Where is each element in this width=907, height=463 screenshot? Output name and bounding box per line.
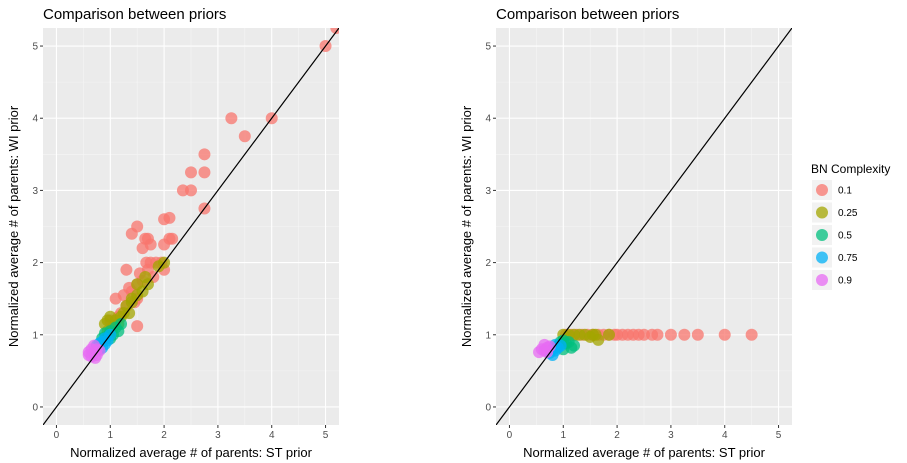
- right-scatter-panel: 0 1 2 3 4 5 0 1 2 3 4 5 Comparison between priors Nor…: [459, 6, 792, 460]
- y-tick-label: 3: [32, 186, 38, 197]
- y-tick-label: 2: [485, 258, 491, 269]
- x-tick-label: 0: [54, 430, 60, 441]
- x-axis-title: Normalized average # of parents: ST prio…: [523, 445, 765, 460]
- point-series-0-1: [120, 263, 133, 276]
- y-tick-label: 0: [32, 402, 38, 413]
- reference-line: [43, 28, 339, 425]
- x-tick-label: 3: [668, 430, 674, 441]
- x-tick-label: 5: [323, 430, 329, 441]
- legend-label-0-25: 0.25: [838, 208, 858, 219]
- legend-label-0-5: 0.5: [838, 231, 852, 242]
- point-series-0-25: [589, 328, 602, 341]
- y-tick-label: 0: [485, 402, 491, 413]
- x-axis-title: Normalized average # of parents: ST prio…: [70, 445, 312, 460]
- point-series-0-1: [166, 232, 179, 245]
- legend-label-0-75: 0.75: [838, 253, 858, 264]
- point-series-0-1: [125, 227, 138, 240]
- legend-key-0-9: [816, 274, 828, 286]
- point-series-0-1: [238, 130, 251, 143]
- y-tick-label: 4: [485, 114, 491, 125]
- legend-key-0-75: [816, 251, 828, 264]
- y-tick-label: 4: [32, 114, 38, 125]
- y-tick-label: 3: [485, 186, 491, 197]
- x-tick-label: 4: [269, 430, 275, 441]
- legend-key-0-1: [816, 184, 828, 196]
- y-tick-label: 5: [485, 42, 491, 53]
- left-scatter-panel: 0 1 2 3 4 5 0 1 2 3 4 5 Comparison between priors Nor…: [6, 6, 339, 460]
- y-tick-label: 2: [32, 258, 38, 269]
- legend-label-0-9: 0.9: [838, 276, 852, 287]
- point-series-0-1: [691, 328, 704, 341]
- point-series-0-1: [131, 320, 144, 333]
- x-tick-label: 3: [215, 430, 221, 441]
- x-tick-label: 2: [614, 430, 620, 441]
- y-tick-label: 1: [485, 330, 491, 341]
- y-axis-title: Normalized average # of parents: WI prio…: [459, 105, 474, 347]
- data-points: [496, 28, 792, 425]
- legend-label-0-1: 0.1: [838, 186, 852, 197]
- point-series-0-1: [678, 328, 691, 341]
- legend-key-0-25: [816, 206, 828, 219]
- point-series-0-25: [603, 328, 616, 341]
- y-tick-label: 5: [32, 42, 38, 53]
- point-series-0-1: [136, 242, 149, 255]
- point-series-0-1: [330, 28, 339, 34]
- y-axis-title: Normalized average # of parents: WI prio…: [6, 105, 21, 347]
- point-series-0-1: [745, 328, 758, 341]
- x-tick-label: 5: [776, 430, 782, 441]
- reference-line: [496, 28, 792, 425]
- x-tick-label: 1: [107, 430, 113, 441]
- point-series-0-1: [664, 328, 677, 341]
- point-series-0-9: [538, 338, 551, 351]
- point-series-0-1: [185, 166, 197, 179]
- legend-title: BN Complexity: [811, 162, 890, 176]
- x-tick-label: 2: [161, 430, 167, 441]
- chart-title: Comparison between priors: [496, 6, 679, 23]
- y-tick-label: 1: [32, 330, 38, 341]
- data-points: [43, 28, 339, 425]
- point-series-0-1: [225, 112, 238, 125]
- point-series-0-1: [158, 213, 171, 226]
- legend-key-0-5: [816, 229, 828, 241]
- point-series-0-1: [718, 328, 731, 341]
- point-series-0-1: [198, 166, 211, 179]
- point-series-0-25: [152, 260, 165, 273]
- x-tick-label: 0: [507, 430, 513, 441]
- point-series-0-9: [89, 351, 102, 364]
- point-series-0-1: [176, 184, 189, 197]
- point-series-0-1: [109, 292, 122, 305]
- legend: BN Complexity 0.1 0.25 0.5 0.75 0.9: [811, 162, 890, 290]
- x-tick-label: 1: [560, 430, 566, 441]
- point-series-0-1: [198, 148, 211, 161]
- x-tick-label: 4: [722, 430, 728, 441]
- chart-title: Comparison between priors: [43, 6, 226, 23]
